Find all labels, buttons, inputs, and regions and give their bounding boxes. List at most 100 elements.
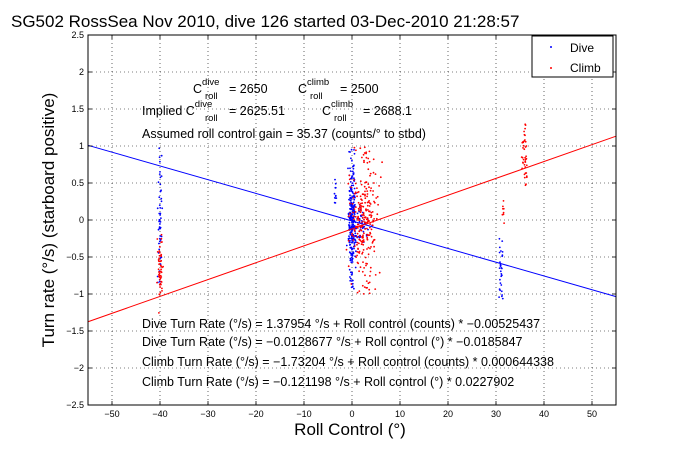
point-dive: [351, 257, 354, 260]
x-tick-label: −20: [248, 409, 263, 419]
fit-lines: [87, 135, 617, 323]
point-climb: [158, 271, 160, 273]
point-climb: [361, 214, 363, 216]
point-climb: [364, 194, 366, 197]
point-climb: [368, 281, 371, 284]
point-climb: [522, 144, 525, 147]
point-climb: [359, 195, 362, 198]
point-dive: [349, 199, 352, 202]
point-climb: [363, 161, 365, 164]
cclimb-value: = 2500: [340, 82, 379, 96]
point-dive: [348, 198, 350, 201]
point-dive: [349, 170, 352, 173]
point-climb: [361, 270, 364, 273]
point-climb: [159, 278, 161, 281]
point-climb: [375, 217, 378, 220]
point-climb: [502, 207, 504, 210]
point-climb: [160, 276, 163, 278]
point-climb: [159, 286, 162, 288]
fit-climb-counts: Climb Turn Rate (°/s) = −1.73204 °/s + R…: [142, 355, 554, 369]
point-climb: [365, 280, 368, 282]
point-dive: [353, 152, 356, 155]
point-climb: [360, 205, 363, 208]
point-dive: [158, 212, 161, 215]
point-climb: [159, 277, 162, 280]
y-tick-label: 1: [79, 141, 84, 151]
point-dive: [358, 220, 361, 223]
point-climb: [355, 256, 357, 258]
point-climb: [362, 243, 365, 246]
point-climb: [524, 146, 527, 148]
point-climb: [356, 243, 358, 246]
point-climb: [156, 251, 159, 253]
point-climb: [356, 236, 359, 238]
point-dive: [351, 170, 354, 173]
point-climb: [355, 206, 357, 209]
point-climb: [356, 195, 358, 198]
point-climb: [156, 238, 159, 240]
point-dive: [156, 275, 159, 278]
point-climb: [353, 230, 356, 232]
point-climb: [365, 218, 368, 221]
point-climb: [158, 275, 160, 278]
point-dive: [501, 255, 504, 258]
point-climb: [358, 290, 361, 292]
point-climb: [358, 230, 361, 233]
point-climb: [370, 216, 372, 219]
point-climb: [523, 148, 526, 151]
point-climb: [363, 267, 365, 269]
point-climb: [357, 201, 360, 204]
point-dive: [158, 280, 161, 283]
point-dive: [349, 196, 352, 199]
point-climb: [359, 147, 362, 150]
point-dive: [159, 263, 162, 265]
point-climb: [373, 201, 376, 204]
point-climb: [524, 172, 527, 175]
point-climb: [502, 200, 505, 202]
point-climb: [351, 232, 353, 235]
cclimb-annotation: Cclimb roll = 2500: [298, 77, 379, 102]
point-climb: [368, 292, 371, 295]
point-dive: [350, 273, 353, 276]
y-tick-label: −1.5: [66, 326, 84, 336]
point-dive: [334, 197, 337, 200]
point-dive: [352, 173, 355, 175]
point-climb: [370, 211, 373, 214]
point-dive: [349, 233, 352, 236]
point-climb: [359, 206, 361, 209]
point-climb: [364, 256, 367, 259]
point-dive: [352, 240, 354, 243]
point-climb: [366, 262, 368, 265]
point-climb: [503, 222, 505, 225]
point-dive: [351, 218, 353, 221]
point-climb: [364, 201, 366, 204]
point-climb: [522, 161, 524, 164]
point-dive: [158, 248, 161, 251]
point-climb: [158, 312, 160, 314]
data-points: [156, 123, 528, 314]
point-dive: [501, 297, 504, 300]
point-climb: [352, 239, 355, 241]
point-climb: [370, 246, 372, 248]
point-dive: [158, 196, 161, 199]
point-climb: [358, 242, 360, 245]
point-climb: [365, 187, 368, 190]
point-climb: [351, 234, 353, 237]
point-dive: [334, 178, 336, 181]
point-climb: [378, 271, 381, 274]
point-climb: [367, 282, 370, 285]
point-dive: [161, 207, 164, 210]
point-climb: [160, 253, 163, 256]
point-climb: [367, 201, 370, 204]
point-climb: [523, 130, 525, 133]
point-dive: [355, 250, 357, 253]
point-dive: [500, 250, 502, 252]
point-climb: [366, 195, 368, 198]
y-tick-label: 2: [79, 67, 84, 77]
implied-dive-value: = 2625.51: [229, 104, 285, 118]
point-climb: [363, 216, 366, 219]
point-climb: [362, 193, 365, 196]
point-dive: [351, 230, 353, 232]
point-climb: [363, 152, 366, 154]
